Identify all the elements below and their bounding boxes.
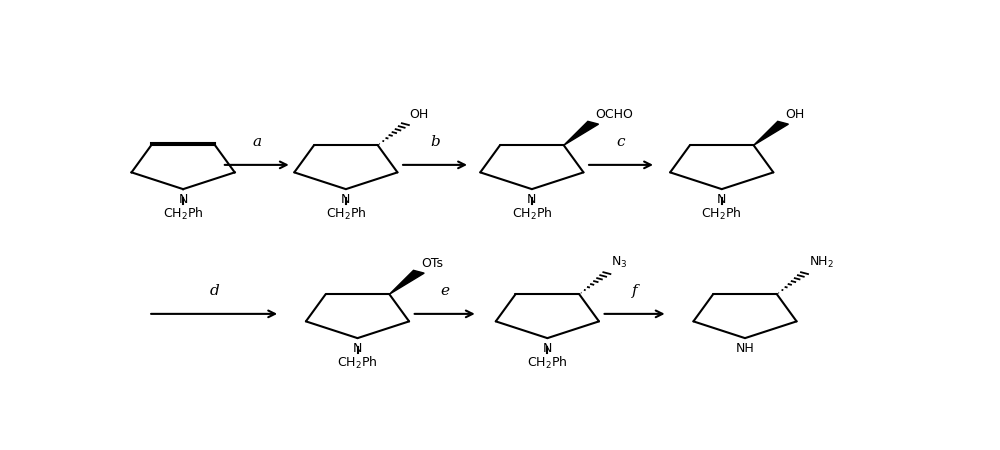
Polygon shape bbox=[754, 122, 788, 145]
Polygon shape bbox=[389, 270, 424, 294]
Text: N: N bbox=[341, 193, 351, 206]
Text: NH: NH bbox=[736, 342, 754, 355]
Text: OCHO: OCHO bbox=[596, 108, 633, 121]
Text: CH$_2$Ph: CH$_2$Ph bbox=[337, 355, 378, 370]
Text: a: a bbox=[252, 135, 261, 149]
Text: CH$_2$Ph: CH$_2$Ph bbox=[326, 205, 366, 221]
Text: CH$_2$Ph: CH$_2$Ph bbox=[701, 205, 742, 221]
Text: d: d bbox=[209, 284, 219, 298]
Text: OH: OH bbox=[785, 108, 805, 121]
Text: N: N bbox=[527, 193, 537, 206]
Text: f: f bbox=[632, 284, 637, 298]
Text: c: c bbox=[617, 135, 625, 149]
Text: OH: OH bbox=[410, 108, 429, 121]
Text: OTs: OTs bbox=[421, 257, 443, 270]
Text: N: N bbox=[543, 342, 552, 355]
Text: CH$_2$Ph: CH$_2$Ph bbox=[527, 355, 568, 370]
Text: e: e bbox=[440, 284, 449, 298]
Polygon shape bbox=[564, 122, 599, 145]
Text: N: N bbox=[178, 193, 188, 206]
Text: CH$_2$Ph: CH$_2$Ph bbox=[163, 205, 203, 221]
Text: CH$_2$Ph: CH$_2$Ph bbox=[512, 205, 552, 221]
Text: NH$_2$: NH$_2$ bbox=[809, 255, 834, 270]
Text: N: N bbox=[717, 193, 726, 206]
Text: N$_3$: N$_3$ bbox=[611, 255, 627, 270]
Text: b: b bbox=[430, 135, 440, 149]
Text: N: N bbox=[353, 342, 362, 355]
